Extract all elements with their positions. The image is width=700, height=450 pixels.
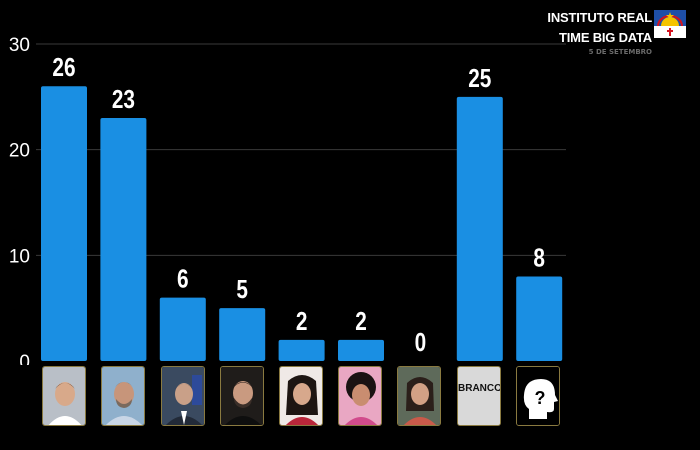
data-label: 23: [112, 85, 135, 114]
candidate-photo-4: [220, 366, 264, 426]
survey-date: 5 DE SETEMBRO: [588, 48, 652, 56]
svg-text:?: ?: [535, 388, 546, 408]
bars: [41, 86, 563, 362]
branco-option-box: BRANCO: [457, 366, 501, 426]
data-label: 5: [236, 275, 248, 304]
candidate-photo-5: [279, 366, 323, 426]
chart-header: INSTITUTO REAL TIME BIG DATA 5 DE SETEMB…: [547, 9, 652, 56]
bar: [219, 308, 266, 361]
bar: [41, 86, 87, 362]
bar: [516, 276, 563, 361]
y-axis-ticks: 0 10 20 30: [9, 35, 30, 365]
candidate-photo-2: [101, 366, 145, 426]
data-label: 8: [533, 243, 545, 272]
institute-name-line1: INSTITUTO REAL: [547, 10, 652, 25]
data-label: 25: [468, 64, 491, 93]
question-head-icon: ?: [516, 366, 560, 426]
y-tick-label: 0: [19, 352, 30, 365]
bar: [100, 117, 147, 361]
candidate-photo-6: [338, 366, 382, 426]
data-label: 2: [296, 307, 308, 336]
candidate-photo-3: [161, 366, 205, 426]
y-tick-label: 30: [9, 35, 30, 56]
y-tick-label: 20: [9, 141, 30, 162]
data-label: 6: [177, 264, 189, 293]
pernambuco-flag-icon: [654, 10, 686, 38]
bar: [338, 339, 384, 361]
candidate-photo-1: [42, 366, 86, 426]
bar: [278, 339, 325, 361]
data-label: 26: [52, 53, 75, 82]
candidate-photo-7: [397, 366, 441, 426]
bar: [159, 297, 206, 361]
bar: [456, 96, 503, 361]
candidate-photos: BRANCO ?: [0, 366, 700, 430]
data-label: 2: [355, 307, 367, 336]
y-tick-label: 10: [9, 246, 30, 267]
data-labels: 26 23 6 5 2 2 0 25 8: [52, 53, 545, 356]
institute-name-line2: TIME BIG DATA: [559, 30, 652, 45]
branco-label: BRANCO: [458, 383, 501, 394]
data-label: 0: [415, 328, 427, 357]
